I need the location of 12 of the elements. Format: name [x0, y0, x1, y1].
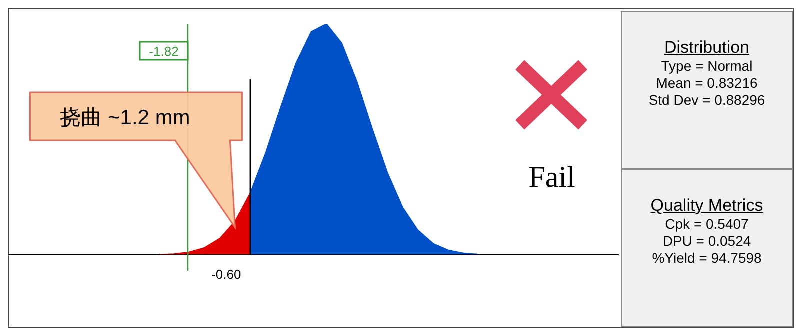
annotation: -1.82: [149, 44, 179, 59]
text: Mean = 0.83216: [655, 75, 759, 92]
annotation: 挠曲 ~1.2 mm: [60, 106, 190, 130]
text: Std Dev = 0.88296: [648, 92, 766, 109]
text: Distribution: [663, 38, 751, 58]
text: Fail: [528, 161, 576, 195]
text: %Yield = 94.7598: [651, 250, 763, 267]
callout-box: 挠曲 ~1.2 mm: [29, 92, 243, 230]
text: Quality Metrics: [650, 196, 764, 216]
text: Type = Normal: [660, 58, 754, 75]
text: Cpk = 0.5407: [664, 216, 750, 233]
text: DPU = 0.0524: [662, 233, 752, 250]
